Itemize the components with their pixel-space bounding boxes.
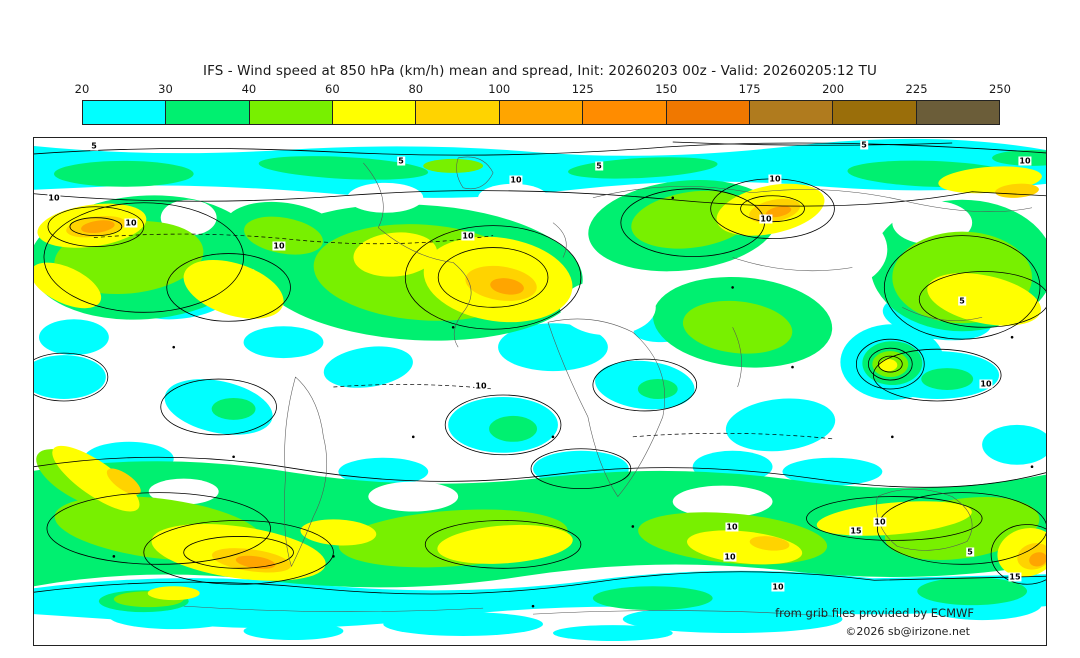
contour-label: 5 [90,141,98,151]
contour-label: 10 [725,522,739,532]
scale-tick-label: 175 [738,82,761,96]
scale-tick-label: 40 [241,82,257,96]
attribution-ecmwf: from grib files provided by ECMWF [775,606,974,620]
scale-segment-225-250 [915,101,999,124]
contour-label: 10 [723,552,737,562]
scale-segment-30-40 [165,101,249,124]
scale-segment-200-225 [832,101,916,124]
contour-label: 15 [1008,572,1022,582]
contour-label: 10 [979,379,993,389]
color-scale [82,100,1000,125]
contour-label: 10 [1018,156,1032,166]
contour-label: 10 [768,174,782,184]
contour-label: 5 [958,296,966,306]
scale-tick-label: 225 [905,82,928,96]
scale-segment-100-125 [498,101,583,124]
contour-label: 10 [873,517,887,527]
scale-tick-label: 80 [408,82,424,96]
contour-label: 10 [771,582,785,592]
scale-segment-125-150 [582,101,666,124]
contour-label: 10 [509,175,523,185]
scale-segment-20-30 [83,101,166,124]
scale-segment-40-60 [248,101,333,124]
attribution-copyright: ©2026 sb@irizone.net [845,625,970,638]
scale-tick-label: 100 [488,82,511,96]
scale-segment-175-200 [748,101,833,124]
scale-tick-label: 20 [74,82,90,96]
contour-label: 5 [860,140,868,150]
contour-label: 10 [474,381,488,391]
contour-label: 10 [47,193,61,203]
contour-label: 5 [397,156,405,166]
contour-label: 10 [124,218,138,228]
contour-label: 15 [849,526,863,536]
scale-segment-80-100 [415,101,499,124]
fill-100-125 [81,206,1046,569]
contour-label: 10 [759,214,773,224]
scale-segment-150-175 [665,101,749,124]
coastlines [183,156,1033,617]
scale-tick-label: 200 [822,82,845,96]
scale-tick-label: 30 [158,82,173,96]
map-title: IFS - Wind speed at 850 hPa (km/h) mean … [203,63,877,79]
contour-label: 10 [272,241,286,251]
scale-segment-60-80 [332,101,416,124]
wind-speed-map [34,138,1046,642]
contour-label: 10 [461,231,475,241]
scale-tick-label: 150 [655,82,678,96]
map-panel: 5 10 10 10 5 10 10 5 10 10 5 10 10 5 10 15 10 10 10 5 15 10 f… [33,137,1047,646]
scale-tick-label: 125 [571,82,594,96]
contour-label: 5 [966,547,974,557]
scale-tick-label: 60 [325,82,340,96]
scale-tick-label: 250 [989,82,1011,96]
contour-label: 5 [595,161,603,171]
spread-contours [34,141,1046,608]
